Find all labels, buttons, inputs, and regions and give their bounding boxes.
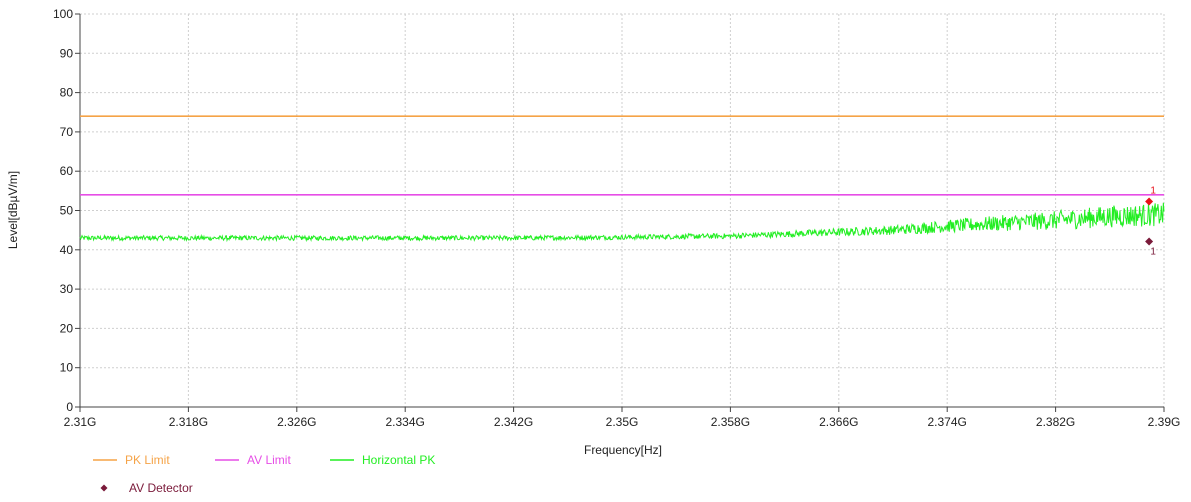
x-tick-label: 2.334G — [386, 415, 425, 429]
y-tick-label: 80 — [60, 86, 74, 100]
x-tick-label: 2.342G — [494, 415, 533, 429]
y-tick-label: 30 — [60, 282, 74, 296]
y-tick-label: 100 — [53, 7, 73, 21]
y-tick-label: 0 — [66, 400, 73, 414]
y-tick-label: 50 — [60, 204, 74, 218]
x-tick-label: 2.358G — [711, 415, 750, 429]
legend-label-av-detector: AV Detector — [129, 481, 193, 495]
x-tick-label: 2.374G — [928, 415, 967, 429]
y-tick-label: 70 — [60, 125, 74, 139]
legend: PK Limit AV Limit Horizontal PK AV Detector — [93, 453, 435, 495]
grid-lines — [80, 13, 1165, 407]
legend-label-horizontal-pk: Horizontal PK — [362, 453, 435, 467]
legend-label-pk-limit: PK Limit — [125, 453, 170, 467]
x-tick-label: 2.39G — [1148, 415, 1181, 429]
pk-detector-marker — [1145, 197, 1154, 206]
x-tick-label: 2.318G — [169, 415, 208, 429]
av-detector-marker-label: 1 — [1150, 247, 1156, 258]
y-axis-title: Level[dBµV/m] — [6, 171, 20, 249]
y-axis-ticks: 0 10 20 30 40 50 60 70 80 90 100 — [53, 7, 80, 414]
marker-layer: 11 — [1145, 185, 1156, 258]
pk-detector-marker-label: 1 — [1150, 185, 1156, 196]
x-tick-label: 2.382G — [1036, 415, 1075, 429]
av-detector-marker — [1145, 237, 1154, 246]
y-tick-label: 40 — [60, 243, 74, 257]
y-tick-label: 10 — [60, 361, 74, 375]
series-line-horizontal-pk — [79, 202, 1165, 243]
legend-swatch-av-detector — [100, 484, 108, 492]
series-layer — [79, 115, 1165, 243]
x-axis-title: Frequency[Hz] — [584, 443, 662, 457]
x-tick-label: 2.366G — [819, 415, 858, 429]
y-tick-label: 90 — [60, 46, 74, 60]
x-tick-label: 2.35G — [606, 415, 639, 429]
legend-label-av-limit: AV Limit — [247, 453, 291, 467]
x-tick-label: 2.31G — [64, 415, 97, 429]
x-axis-ticks: 2.31G 2.318G 2.326G 2.334G 2.342G 2.35G 2.358G… — [64, 407, 1181, 429]
y-tick-label: 20 — [60, 321, 74, 335]
y-tick-label: 60 — [60, 164, 74, 178]
x-tick-label: 2.326G — [277, 415, 316, 429]
